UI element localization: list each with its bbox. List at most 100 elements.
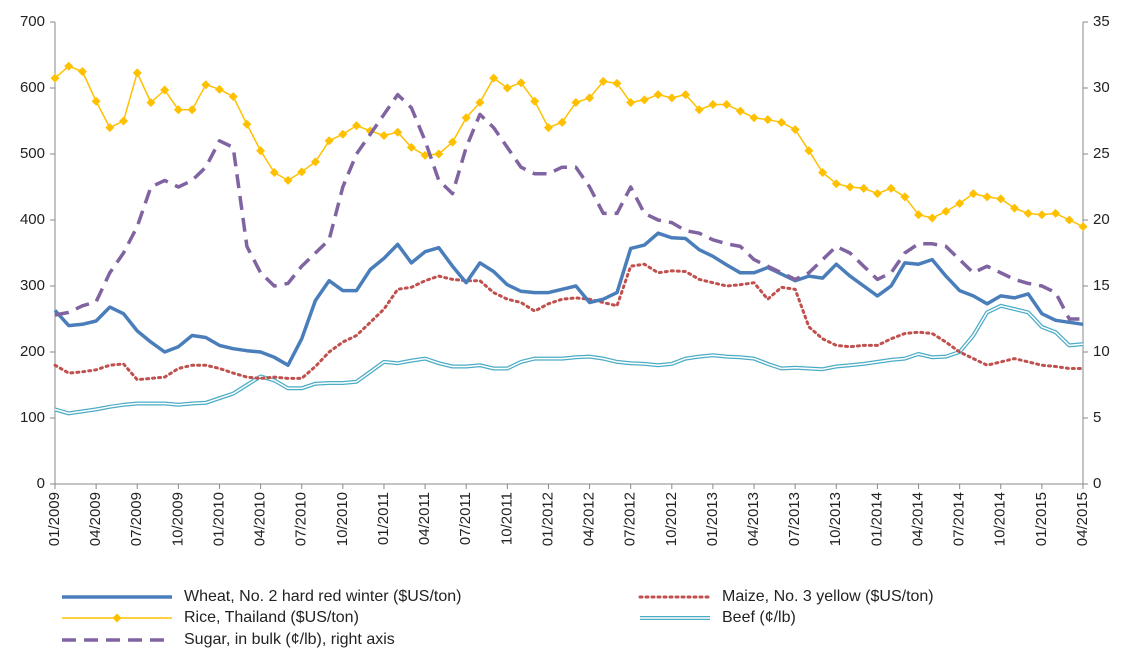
series-marker bbox=[955, 199, 965, 208]
x-tick-label: 04/2014 bbox=[909, 492, 926, 546]
x-tick-label: 07/2011 bbox=[457, 492, 474, 545]
x-tick-label: 07/2009 bbox=[128, 492, 145, 546]
series-marker bbox=[749, 113, 759, 123]
series-line bbox=[54, 65, 1084, 228]
y-tick-label: 400 bbox=[20, 211, 45, 228]
series-marker bbox=[598, 76, 608, 86]
x-tick-label: 07/2013 bbox=[786, 492, 803, 546]
x-tick-label: 01/2015 bbox=[1033, 492, 1050, 546]
series-marker bbox=[461, 113, 471, 123]
series-marker bbox=[1051, 208, 1061, 218]
series-marker bbox=[776, 117, 786, 127]
series-marker bbox=[818, 167, 828, 177]
series-marker bbox=[722, 100, 732, 109]
series-marker bbox=[708, 100, 718, 109]
series-marker bbox=[132, 68, 142, 78]
series-marker bbox=[968, 189, 978, 199]
series-marker bbox=[283, 175, 293, 185]
series-marker bbox=[242, 119, 252, 129]
x-tick-label: 10/2013 bbox=[827, 492, 844, 546]
y2-tick-label: 0 bbox=[1093, 475, 1101, 492]
series-line bbox=[53, 231, 1084, 367]
series-marker bbox=[1009, 203, 1019, 213]
y-tick-label: 500 bbox=[20, 145, 45, 162]
series-marker bbox=[557, 117, 567, 127]
legend-label: Maize, No. 3 yellow ($US/ton) bbox=[722, 588, 934, 605]
x-tick-label: 04/2011 bbox=[416, 492, 433, 545]
series-marker bbox=[872, 189, 882, 199]
series-marker bbox=[420, 150, 430, 160]
x-tick-label: 01/2010 bbox=[210, 492, 227, 546]
series-line bbox=[53, 262, 1085, 382]
series-marker bbox=[639, 95, 649, 105]
x-tick-label: 10/2014 bbox=[992, 492, 1009, 546]
series-marker bbox=[434, 149, 444, 159]
series-marker bbox=[502, 83, 512, 93]
series-marker bbox=[214, 84, 224, 94]
series-marker bbox=[105, 123, 115, 133]
y-tick-label: 600 bbox=[20, 79, 45, 96]
series-marker bbox=[914, 210, 924, 220]
series-marker bbox=[119, 116, 129, 126]
series-marker bbox=[91, 96, 101, 106]
series-marker bbox=[324, 136, 334, 146]
series-marker bbox=[982, 192, 992, 202]
y2-tick-label: 35 bbox=[1093, 13, 1110, 30]
series-marker bbox=[1064, 215, 1074, 225]
x-tick-label: 10/2012 bbox=[663, 492, 680, 546]
series-marker bbox=[927, 213, 937, 223]
x-tick-label: 01/2009 bbox=[46, 492, 63, 546]
series-marker bbox=[831, 179, 841, 189]
series-marker bbox=[310, 157, 320, 167]
series-marker bbox=[900, 192, 910, 202]
y2-tick-label: 30 bbox=[1093, 79, 1110, 96]
legend-label: Rice, Thailand ($US/ton) bbox=[184, 609, 359, 626]
series-marker bbox=[612, 78, 622, 88]
series-marker bbox=[653, 90, 663, 100]
x-tick-label: 07/2014 bbox=[951, 492, 968, 546]
series-marker bbox=[146, 98, 156, 108]
x-tick-label: 07/2012 bbox=[622, 492, 639, 546]
series-marker bbox=[228, 92, 238, 102]
x-tick-label: 10/2009 bbox=[169, 492, 186, 546]
series-marker bbox=[187, 105, 197, 115]
y-tick-label: 100 bbox=[20, 409, 45, 426]
y2-tick-label: 15 bbox=[1093, 277, 1110, 294]
x-tick-label: 01/2013 bbox=[704, 492, 721, 546]
y2-tick-label: 20 bbox=[1093, 211, 1110, 228]
x-tick-label: 10/2010 bbox=[334, 492, 351, 546]
x-tick-label: 01/2011 bbox=[375, 492, 392, 545]
x-tick-label: 01/2012 bbox=[539, 492, 556, 546]
series-marker bbox=[667, 93, 677, 103]
series-marker bbox=[160, 85, 170, 95]
series-line bbox=[54, 92, 1083, 321]
series-marker bbox=[790, 125, 800, 135]
series-marker bbox=[447, 137, 457, 147]
x-tick-label: 04/2009 bbox=[87, 492, 104, 546]
legend-label: Sugar, in bulk (¢/lb), right axis bbox=[184, 631, 395, 648]
series-marker bbox=[886, 183, 896, 193]
series-marker bbox=[516, 78, 526, 88]
series-marker bbox=[681, 90, 691, 100]
x-tick-label: 04/2012 bbox=[581, 492, 598, 546]
series-line bbox=[54, 303, 1084, 416]
series-marker bbox=[1078, 222, 1088, 232]
series-marker bbox=[941, 206, 951, 216]
x-tick-label: 04/2010 bbox=[252, 492, 269, 546]
series-marker bbox=[571, 98, 581, 108]
series-marker bbox=[352, 121, 362, 131]
series-marker bbox=[585, 93, 595, 103]
series-marker bbox=[50, 73, 60, 83]
y2-tick-label: 25 bbox=[1093, 145, 1110, 162]
x-tick-label: 07/2010 bbox=[293, 492, 310, 546]
series-marker bbox=[763, 115, 773, 125]
series-marker bbox=[1023, 208, 1033, 218]
y-tick-label: 0 bbox=[37, 475, 45, 492]
series-marker bbox=[173, 105, 183, 115]
y-tick-label: 700 bbox=[20, 13, 45, 30]
series-marker bbox=[379, 131, 389, 141]
series-marker bbox=[845, 182, 855, 192]
x-tick-label: 04/2015 bbox=[1074, 492, 1091, 546]
series-marker bbox=[735, 106, 745, 116]
